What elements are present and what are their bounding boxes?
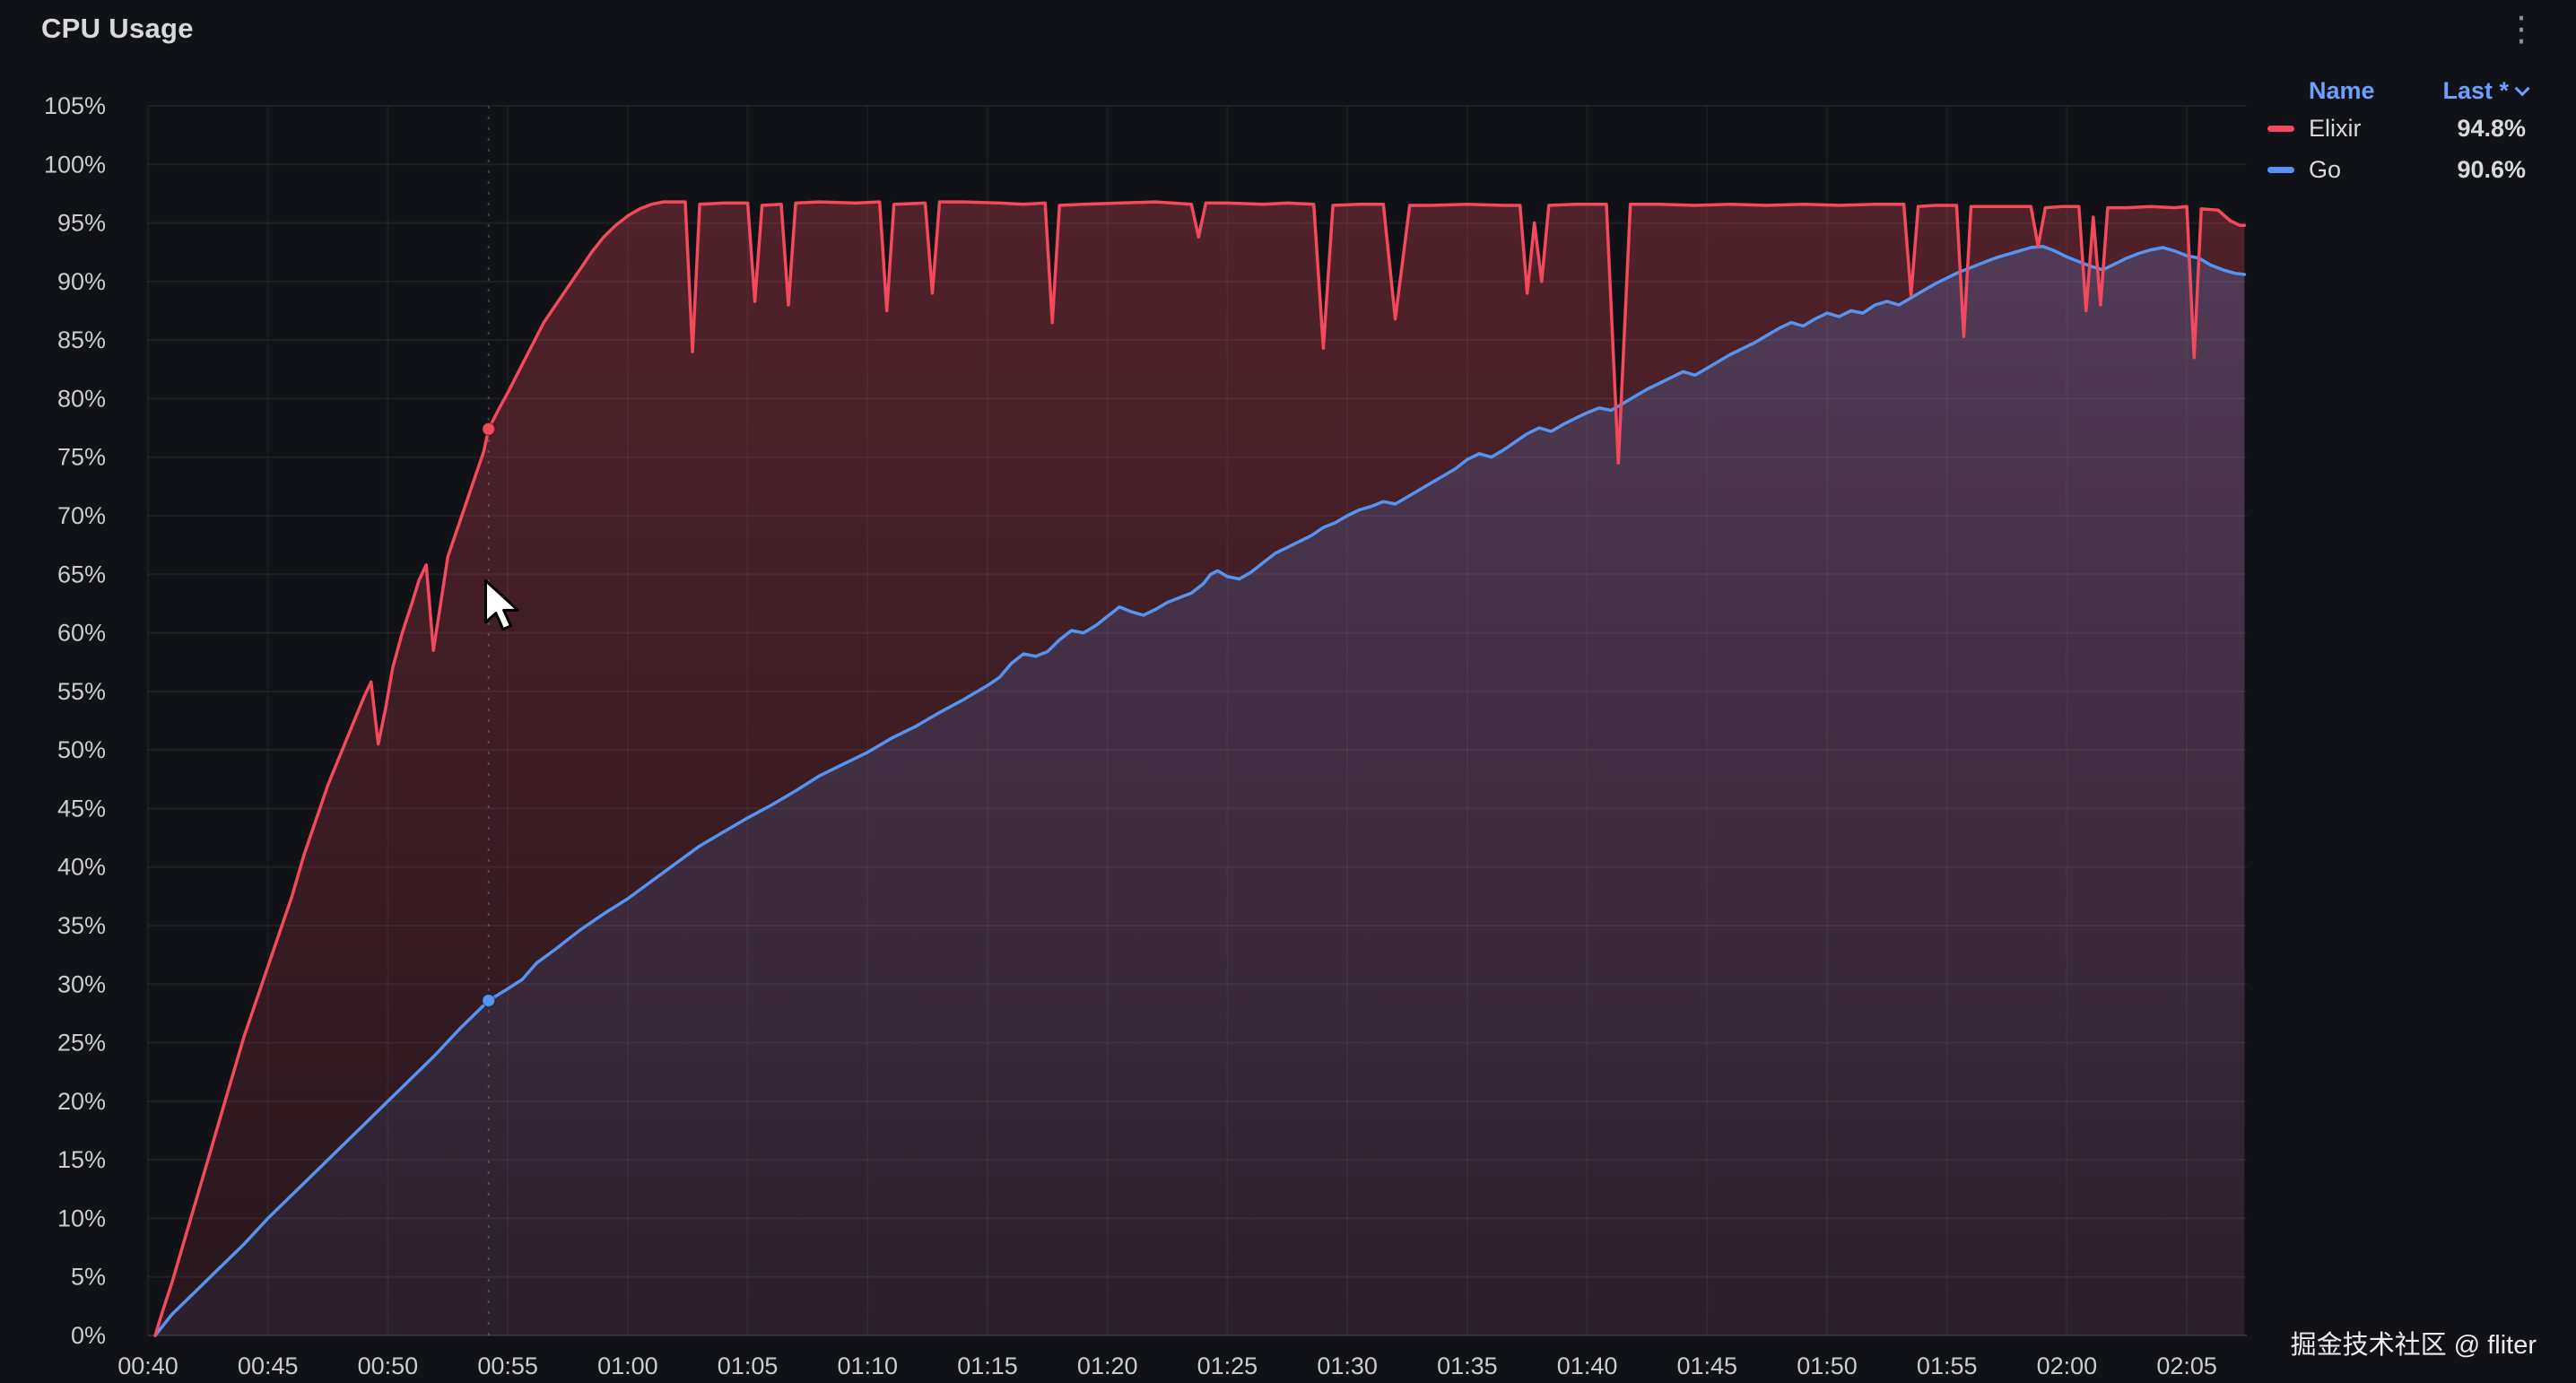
svg-text:25%: 25% — [57, 1030, 106, 1057]
svg-text:01:25: 01:25 — [1197, 1353, 1258, 1379]
svg-text:02:00: 02:00 — [2037, 1353, 2098, 1379]
elixir-series-label[interactable]: Elixir — [2309, 114, 2362, 142]
svg-text:02:05: 02:05 — [2156, 1353, 2217, 1379]
svg-text:90%: 90% — [57, 268, 106, 295]
svg-text:01:10: 01:10 — [837, 1353, 898, 1379]
svg-text:45%: 45% — [57, 795, 106, 822]
elixir-series-value: 94.8% — [2457, 114, 2526, 142]
go-series-value: 90.6% — [2457, 155, 2526, 183]
svg-text:00:50: 00:50 — [358, 1353, 419, 1379]
legend-last-header[interactable]: Last * — [2442, 76, 2530, 105]
svg-text:5%: 5% — [71, 1264, 106, 1291]
svg-text:75%: 75% — [57, 444, 106, 471]
watermark: 掘金技术社区 @ fliter — [2290, 1331, 2537, 1360]
svg-text:60%: 60% — [57, 620, 106, 647]
svg-text:01:00: 01:00 — [597, 1353, 658, 1379]
go-series-swatch — [2267, 166, 2294, 173]
svg-text:15%: 15% — [57, 1146, 106, 1173]
svg-text:01:40: 01:40 — [1557, 1353, 1618, 1379]
svg-text:01:30: 01:30 — [1317, 1353, 1378, 1379]
svg-text:01:55: 01:55 — [1917, 1353, 1978, 1379]
svg-text:00:45: 00:45 — [238, 1353, 299, 1379]
svg-text:65%: 65% — [57, 561, 106, 587]
legend-name-header[interactable]: Name — [2309, 76, 2375, 104]
legend-row-elixir[interactable]: Elixir 94.8% — [2267, 108, 2526, 149]
svg-text:100%: 100% — [44, 151, 106, 178]
legend-header: Name Last * — [2267, 74, 2530, 108]
legend: Name Last * Elixir 94.8% Go 90.6% — [2267, 74, 2530, 190]
legend-row-go[interactable]: Go 90.6% — [2267, 149, 2526, 190]
svg-text:01:15: 01:15 — [957, 1353, 1018, 1379]
svg-text:01:05: 01:05 — [718, 1353, 779, 1379]
svg-text:01:50: 01:50 — [1797, 1353, 1858, 1379]
svg-text:01:35: 01:35 — [1437, 1353, 1498, 1379]
legend-last-label: Last * — [2442, 76, 2509, 104]
svg-text:40%: 40% — [57, 854, 106, 881]
panel-menu-icon[interactable]: ⋮ — [2504, 11, 2538, 48]
elixir-series-swatch — [2267, 125, 2294, 132]
svg-text:50%: 50% — [57, 736, 106, 763]
svg-text:00:40: 00:40 — [117, 1353, 178, 1379]
svg-text:80%: 80% — [57, 385, 106, 412]
svg-text:105%: 105% — [44, 92, 106, 119]
svg-text:70%: 70% — [57, 502, 106, 529]
svg-text:30%: 30% — [57, 970, 106, 997]
svg-text:00:55: 00:55 — [477, 1353, 538, 1379]
svg-text:55%: 55% — [57, 678, 106, 705]
go-series-label[interactable]: Go — [2309, 155, 2342, 183]
svg-text:0%: 0% — [71, 1322, 106, 1349]
svg-text:95%: 95% — [57, 210, 106, 237]
svg-text:10%: 10% — [57, 1205, 106, 1231]
svg-text:01:45: 01:45 — [1676, 1353, 1737, 1379]
svg-text:01:20: 01:20 — [1077, 1353, 1138, 1379]
svg-text:85%: 85% — [57, 326, 106, 353]
panel-title[interactable]: CPU Usage — [41, 13, 194, 44]
svg-text:20%: 20% — [57, 1088, 106, 1115]
svg-text:35%: 35% — [57, 912, 106, 939]
